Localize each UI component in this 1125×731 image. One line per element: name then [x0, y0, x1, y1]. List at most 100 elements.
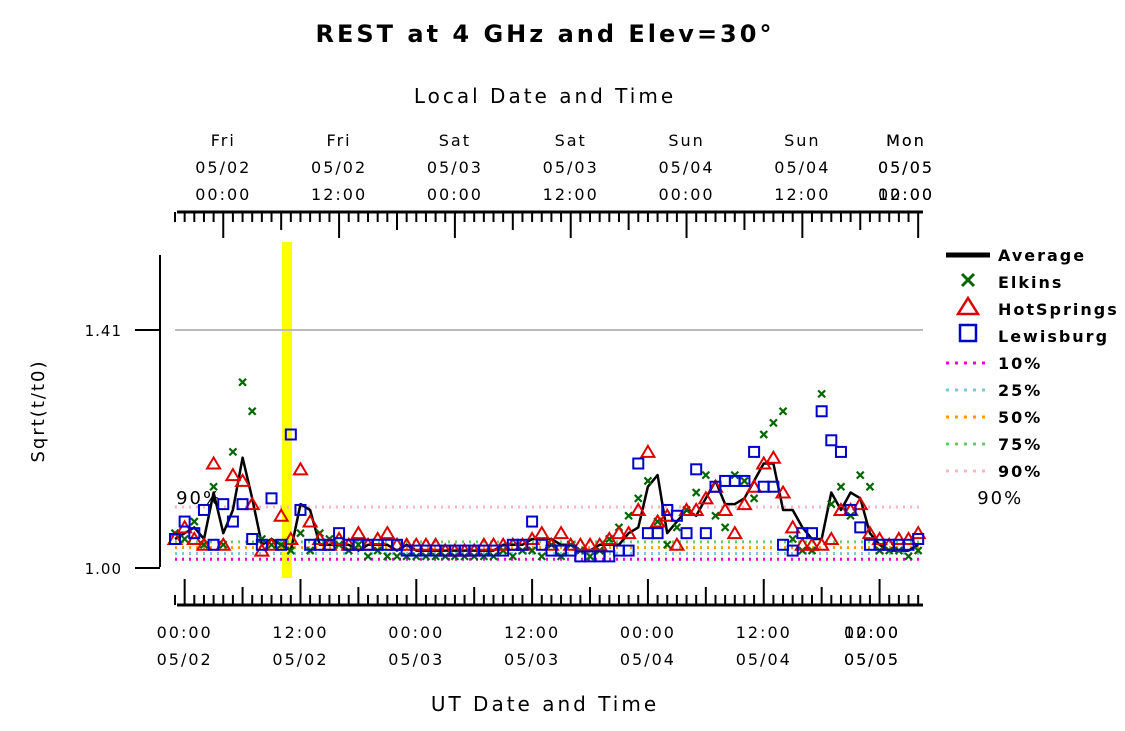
elkins-point [827, 499, 836, 509]
elkins-point [363, 552, 373, 561]
legend-item-average: Average [946, 246, 1086, 265]
hotsprings-point [610, 525, 628, 540]
lewisburg-point [294, 503, 307, 516]
tick-labels-layer: 1.00 1.41 Fri 05/02 00:00 Fri 05/02 12:00 Sat 05/… [85, 131, 934, 669]
elkins-point [855, 470, 865, 480]
bottom-tick-time: 00:00 [157, 623, 213, 642]
elkins-point [759, 430, 769, 439]
lewisburg-point [786, 544, 799, 557]
top-tick-day: Fri [211, 131, 236, 150]
elkins-point [701, 470, 711, 480]
percentile-annotation: 90% [977, 488, 1023, 509]
elkins-point [392, 552, 402, 561]
lewisburg-point [236, 498, 249, 511]
lewisburg-point [632, 457, 645, 470]
hotsprings-point [668, 536, 686, 551]
top-tick-date: 05/03 [427, 158, 483, 177]
top-tick-time: 12:00 [878, 185, 934, 204]
hotsprings-point [572, 536, 589, 551]
lewisburg-point [670, 509, 683, 522]
hotsprings-point [803, 536, 821, 551]
lewisburg-point [825, 434, 838, 447]
elkins-point [662, 540, 672, 550]
bottom-tick-date: 05/05 [844, 650, 900, 669]
bottom-tick-date: 05/03 [504, 650, 560, 669]
lewisburg-point [834, 445, 847, 458]
bottom-tick-date: 05/03 [388, 650, 444, 669]
lewisburg-point [255, 538, 268, 551]
lewisburg-point [690, 463, 703, 476]
lewisburg-point [612, 544, 625, 557]
lewisburg-point [197, 503, 210, 516]
lewisburg-point [912, 532, 925, 545]
series-layer [166, 377, 927, 563]
bottom-tick-time: 00:00 [388, 623, 444, 642]
hotsprings-point [408, 536, 425, 551]
lewisburg-point [207, 538, 220, 551]
hotsprings-point [639, 443, 657, 458]
legend-label: Average [998, 246, 1086, 265]
lewisburg-point [844, 503, 857, 516]
hotsprings-point [552, 525, 570, 540]
hotsprings-point [282, 531, 300, 545]
lewisburg-point [516, 538, 529, 551]
legend-item-25pct: 25% [946, 381, 1040, 400]
hotsprings-point [350, 525, 367, 540]
hotsprings-point [195, 536, 213, 551]
top-tick-time: 00:00 [658, 185, 714, 204]
hotsprings-point [736, 496, 753, 511]
elkins-point [286, 546, 296, 555]
bottom-tick-date: 05/04 [736, 650, 792, 669]
bottom-tick-time: 12:00 [272, 623, 328, 642]
elkins-point [209, 482, 218, 492]
elkins-point [633, 494, 643, 503]
elkins-point [740, 476, 749, 486]
legend-swatch [960, 272, 976, 288]
elkins-point [865, 482, 875, 492]
hotsprings-point [716, 501, 734, 516]
hotsprings-point [543, 536, 560, 551]
elkins-point [354, 540, 363, 550]
highlight-band [281, 242, 292, 578]
elkins-point [190, 517, 199, 526]
lewisburg-point [748, 445, 761, 458]
lewisburg-point [815, 405, 828, 418]
bottom-axis-label: UT Date and Time [431, 692, 659, 716]
hotsprings-point [243, 496, 261, 511]
lewisburg-point [719, 474, 732, 487]
legend-label: Elkins [998, 273, 1063, 292]
hotsprings-point [852, 496, 869, 511]
hotsprings-point [774, 484, 792, 499]
y-axis-label: Sqrt(t/t0) [28, 360, 49, 463]
legend-label: 75% [998, 435, 1042, 454]
top-tick-time: 00:00 [878, 185, 934, 204]
bottom-tick-time: 12:00 [736, 623, 792, 642]
lewisburg-point [854, 521, 867, 534]
hotsprings-point [909, 525, 927, 540]
hotsprings-point [475, 536, 493, 551]
hotsprings-point [292, 461, 309, 476]
hotsprings-point [205, 455, 222, 470]
hotsprings-point [871, 531, 888, 545]
bottom-tick-date: 05/04 [620, 650, 676, 669]
elkins-point [537, 552, 547, 561]
elkins-point [228, 447, 238, 457]
lewisburg-point [738, 474, 751, 487]
top-tick-day: Sun [784, 131, 820, 150]
legend-label: 50% [998, 408, 1042, 427]
bottom-tick-date: 05/05 [844, 650, 900, 669]
elkins-point [296, 528, 305, 538]
hotsprings-point [697, 490, 715, 505]
highlight-band-layer [281, 242, 292, 578]
legend-label: 10% [998, 354, 1042, 373]
top-tick-date: 05/02 [195, 158, 251, 177]
elkins-point [247, 406, 257, 416]
hotsprings-point [398, 536, 415, 551]
hotsprings-point [861, 525, 879, 540]
elkins-point [276, 540, 286, 550]
hotsprings-point [581, 536, 599, 551]
hotsprings-point [562, 536, 579, 551]
hotsprings-point [533, 525, 551, 540]
legend: Average Elkins HotSprings Lewisburg 10% 25% 50… [946, 246, 1117, 481]
hotsprings-point [215, 536, 232, 551]
